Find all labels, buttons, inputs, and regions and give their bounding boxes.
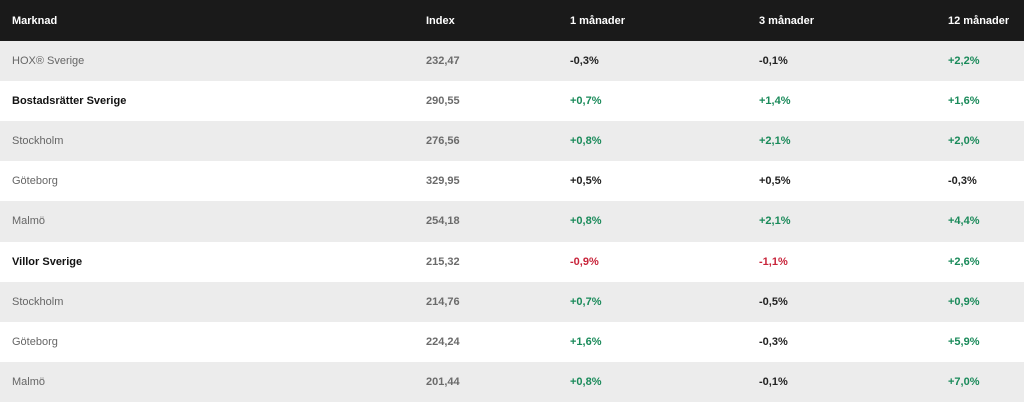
- change-12-months-cell: +4,4%: [948, 215, 980, 228]
- change-1-month-cell: +0,7%: [570, 295, 602, 308]
- index-value-cell: 201,44: [426, 375, 460, 388]
- change-1-month-cell: +0,8%: [570, 215, 602, 228]
- market-name-cell: Villor Sverige: [12, 255, 83, 268]
- table-row: Göteborg 224,24 +1,6% -0,3% +5,9%: [0, 321, 1024, 362]
- market-name-cell: Stockholm: [12, 135, 64, 148]
- market-name-cell: Malmö: [12, 215, 46, 228]
- change-12-months-cell: +5,9%: [948, 335, 980, 348]
- change-3-months-cell: -0,1%: [759, 375, 788, 388]
- table-row: Malmö 254,18 +0,8% +2,1% +4,4%: [0, 201, 1024, 242]
- change-12-months-cell: +1,6%: [948, 95, 980, 108]
- change-1-month-cell: -0,3%: [570, 55, 599, 68]
- index-value-cell: 254,18: [426, 215, 460, 228]
- market-name-cell: HOX® Sverige: [12, 55, 85, 68]
- index-value-cell: 214,76: [426, 295, 460, 308]
- change-3-months-cell: -0,1%: [759, 55, 788, 68]
- index-value-cell: 276,56: [426, 135, 460, 148]
- change-12-months-cell: +2,2%: [948, 55, 980, 68]
- change-1-month-cell: +1,6%: [570, 335, 602, 348]
- change-3-months-cell: -1,1%: [759, 255, 788, 268]
- market-name-cell: Göteborg: [12, 175, 58, 188]
- table-row: HOX® Sverige 232,47 -0,3% -0,1% +2,2%: [0, 41, 1024, 82]
- change-3-months-cell: +2,1%: [759, 135, 791, 148]
- header-3-months: 3 månader: [759, 14, 815, 27]
- table-row: Bostadsrätter Sverige 290,55 +0,7% +1,4% +1,…: [0, 81, 1024, 122]
- index-value-cell: 224,24: [426, 335, 460, 348]
- market-name-cell: Bostadsrätter Sverige: [12, 95, 127, 108]
- index-value-cell: 290,55: [426, 95, 460, 108]
- change-12-months-cell: +2,6%: [948, 255, 980, 268]
- table-row: Göteborg 329,95 +0,5% +0,5% -0,3%: [0, 161, 1024, 202]
- header-1-month: 1 månader: [570, 14, 626, 27]
- change-3-months-cell: +1,4%: [759, 95, 791, 108]
- change-3-months-cell: -0,3%: [759, 335, 788, 348]
- header-12-months: 12 månader: [948, 14, 1010, 27]
- header-index: Index: [426, 14, 455, 27]
- change-1-month-cell: +0,8%: [570, 375, 602, 388]
- table-row: Villor Sverige 215,32 -0,9% -1,1% +2,6%: [0, 241, 1024, 282]
- change-12-months-cell: -0,3%: [948, 175, 977, 188]
- index-value-cell: 215,32: [426, 255, 460, 268]
- change-1-month-cell: -0,9%: [570, 255, 599, 268]
- change-3-months-cell: +2,1%: [759, 215, 791, 228]
- header-market: Marknad: [12, 14, 58, 27]
- table-row: Malmö 201,44 +0,8% -0,1% +7,0%: [0, 361, 1024, 402]
- change-1-month-cell: +0,7%: [570, 95, 602, 108]
- market-name-cell: Malmö: [12, 375, 46, 388]
- table-header-row: Marknad Index 1 månader 3 månader 12 mån…: [0, 0, 1024, 41]
- table-row: Stockholm 276,56 +0,8% +2,1% +2,0%: [0, 121, 1024, 162]
- index-value-cell: 232,47: [426, 55, 460, 68]
- change-3-months-cell: -0,5%: [759, 295, 788, 308]
- change-12-months-cell: +7,0%: [948, 375, 980, 388]
- change-3-months-cell: +0,5%: [759, 175, 791, 188]
- index-value-cell: 329,95: [426, 175, 460, 188]
- change-1-month-cell: +0,5%: [570, 175, 602, 188]
- market-name-cell: Stockholm: [12, 295, 64, 308]
- market-name-cell: Göteborg: [12, 335, 58, 348]
- change-1-month-cell: +0,8%: [570, 135, 602, 148]
- change-12-months-cell: +2,0%: [948, 135, 980, 148]
- table-body: HOX® Sverige 232,47 -0,3% -0,1% +2,2% Bostads…: [0, 41, 1024, 402]
- table-row: Stockholm 214,76 +0,7% -0,5% +0,9%: [0, 281, 1024, 322]
- change-12-months-cell: +0,9%: [948, 295, 980, 308]
